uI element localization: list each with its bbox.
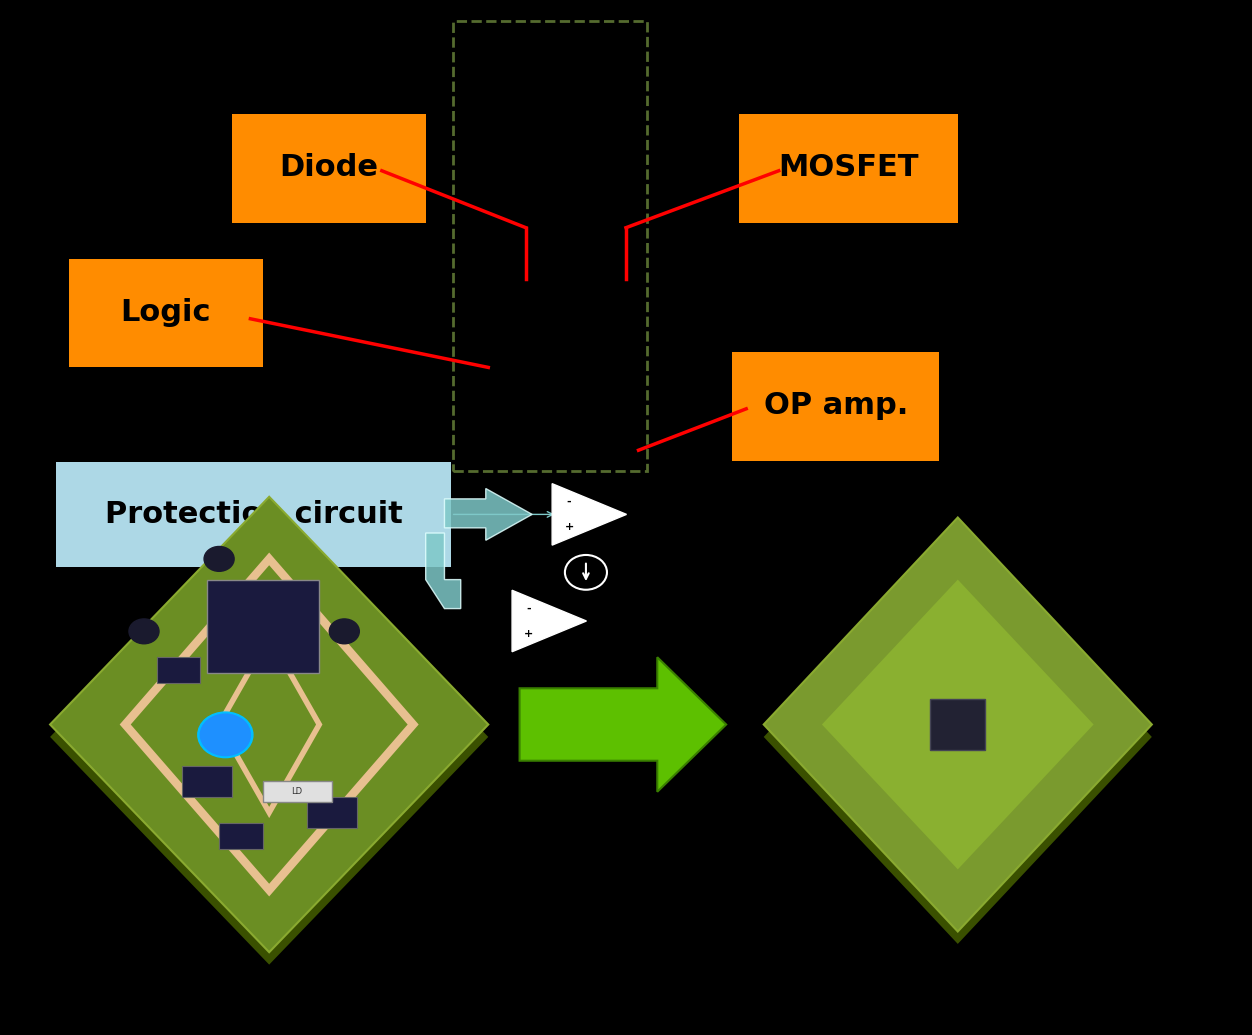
Text: +: + xyxy=(525,628,533,639)
Polygon shape xyxy=(512,590,586,652)
Polygon shape xyxy=(307,797,357,828)
Text: Logic: Logic xyxy=(120,298,212,327)
Circle shape xyxy=(329,619,359,644)
Circle shape xyxy=(129,619,159,644)
FancyBboxPatch shape xyxy=(739,114,958,223)
Circle shape xyxy=(198,712,253,758)
FancyBboxPatch shape xyxy=(69,259,263,367)
Polygon shape xyxy=(50,509,488,965)
Polygon shape xyxy=(426,533,461,609)
Text: -: - xyxy=(567,497,571,507)
Bar xyxy=(453,21,647,471)
Text: LD: LD xyxy=(292,788,302,796)
Text: Protection circuit: Protection circuit xyxy=(105,500,402,529)
Polygon shape xyxy=(207,580,319,673)
Text: +: + xyxy=(565,522,573,532)
FancyBboxPatch shape xyxy=(56,462,451,567)
Polygon shape xyxy=(50,497,488,952)
Polygon shape xyxy=(182,766,232,797)
Text: Diode: Diode xyxy=(279,153,378,182)
Polygon shape xyxy=(219,823,263,849)
Polygon shape xyxy=(444,489,532,540)
Polygon shape xyxy=(930,699,985,750)
Polygon shape xyxy=(520,657,726,792)
Polygon shape xyxy=(764,518,1152,932)
FancyBboxPatch shape xyxy=(732,352,939,461)
Polygon shape xyxy=(263,781,332,802)
Polygon shape xyxy=(552,483,626,545)
Polygon shape xyxy=(156,657,200,683)
Polygon shape xyxy=(764,530,1152,944)
Polygon shape xyxy=(821,580,1093,869)
FancyBboxPatch shape xyxy=(232,114,426,223)
Text: OP amp.: OP amp. xyxy=(764,391,908,420)
Circle shape xyxy=(204,546,234,571)
Text: MOSFET: MOSFET xyxy=(777,153,919,182)
Circle shape xyxy=(200,714,250,756)
Text: -: - xyxy=(527,603,531,614)
